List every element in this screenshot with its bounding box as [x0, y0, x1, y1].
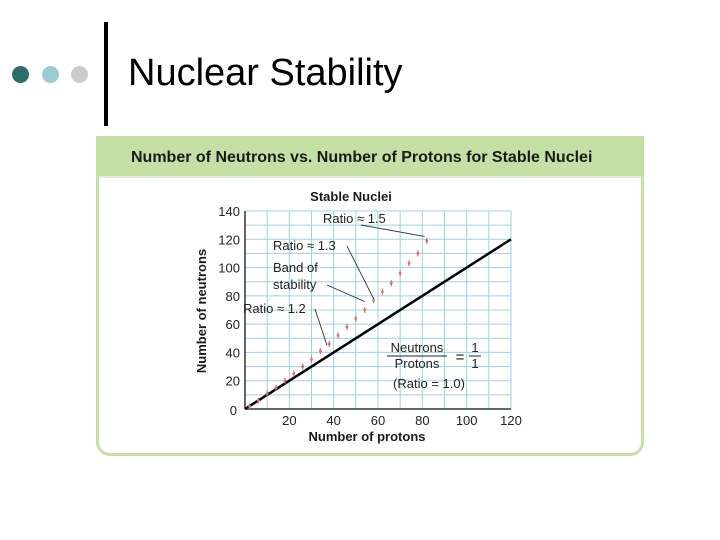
y-tick-label: 60 [226, 317, 240, 332]
band-point-dot [310, 358, 313, 361]
band-point-dot [292, 372, 296, 376]
band-point-dot [416, 252, 420, 255]
bullet-dot-gray [71, 66, 88, 83]
annotation-ratio-1-2: Ratio ≈ 1.2 [243, 301, 306, 316]
bullet-dot-teal [42, 66, 59, 83]
bullet-dot-dark [12, 66, 29, 83]
annotation-one-bottom: 1 [471, 356, 478, 371]
annotation-stability: stability [273, 277, 317, 292]
annotation-equals: = [456, 349, 465, 366]
band-point-dot [248, 404, 251, 408]
leader-band-of-stability [326, 284, 365, 302]
annotation-ratio-1-3: Ratio ≈ 1.3 [273, 238, 336, 253]
annotations: Ratio ≈ 1.5 Ratio ≈ 1.3 Band of stability Ra… [243, 211, 481, 391]
band-point-dot [354, 317, 358, 320]
y-tick-label: 80 [226, 289, 240, 304]
y-tick-label: 140 [218, 204, 240, 219]
band-point-dot [381, 290, 384, 294]
annotation-ratio-1-5: Ratio ≈ 1.5 [323, 211, 386, 226]
band-point-dot [372, 298, 375, 302]
band-point-dot [283, 379, 287, 383]
y-tick-label: 120 [218, 232, 240, 247]
band-point-dot [265, 392, 269, 395]
reference-line-group [244, 238, 512, 411]
band-point-dot [256, 399, 260, 402]
figure-panel: Number of Neutrons vs. Number of Protons… [96, 136, 644, 456]
x-axis-title: Number of protons [309, 429, 426, 444]
leader-ratio-1-5 [360, 224, 425, 237]
annotation-ratio-1-0: (Ratio = 1.0) [393, 376, 465, 391]
figure-header-text: Number of Neutrons vs. Number of Protons… [131, 148, 593, 166]
chart-grid [245, 210, 512, 409]
band-point-dot [363, 308, 367, 312]
reference-line [244, 238, 512, 411]
chart-ticks: 20 40 60 80 100 120 20 40 60 80 100 120 140 0 [218, 204, 522, 428]
band-point-dot [425, 239, 429, 243]
y-axis-title: Number of neutrons [194, 249, 209, 373]
band-point-dot [327, 342, 331, 346]
chart-title: Stable Nuclei [310, 189, 392, 204]
slide-bullet-dots [12, 66, 102, 86]
title-divider [104, 22, 108, 126]
annotation-one-top: 1 [471, 340, 478, 355]
band-point-dot [301, 365, 305, 368]
band-point-dot [389, 281, 393, 285]
annotation-protons: Protons [395, 356, 440, 371]
stable-nuclei-chart: 20 40 60 80 100 120 20 40 60 80 100 120 140 0 Ratio ≈… [194, 189, 522, 444]
band-point-dot [274, 386, 278, 390]
figure-header: Number of Neutrons vs. Number of Protons… [99, 139, 641, 176]
origin-label: 0 [230, 403, 237, 418]
y-tick-label: 100 [218, 261, 240, 276]
leader-ratio-1-3 [346, 245, 374, 299]
x-tick-label: 120 [500, 413, 522, 428]
x-tick-label: 100 [456, 413, 478, 428]
y-tick-label: 20 [226, 374, 240, 389]
band-point-dot [336, 334, 340, 337]
slide-title: Nuclear Stability [128, 52, 403, 94]
x-tick-label: 40 [326, 413, 340, 428]
band-point-dot [407, 261, 411, 265]
band-point-dot [345, 325, 349, 329]
leader-ratio-1-2 [314, 308, 328, 346]
annotation-band-of: Band of [273, 260, 318, 275]
x-tick-label: 80 [415, 413, 429, 428]
y-tick-label: 40 [226, 345, 240, 360]
chart-axes [244, 211, 511, 410]
x-tick-label: 20 [282, 413, 296, 428]
band-point-dot [398, 271, 402, 275]
annotation-neutrons: Neutrons [391, 340, 444, 355]
band-points [248, 237, 429, 410]
header-rule [99, 176, 641, 178]
band-point-dot [318, 349, 322, 353]
x-tick-label: 60 [371, 413, 385, 428]
